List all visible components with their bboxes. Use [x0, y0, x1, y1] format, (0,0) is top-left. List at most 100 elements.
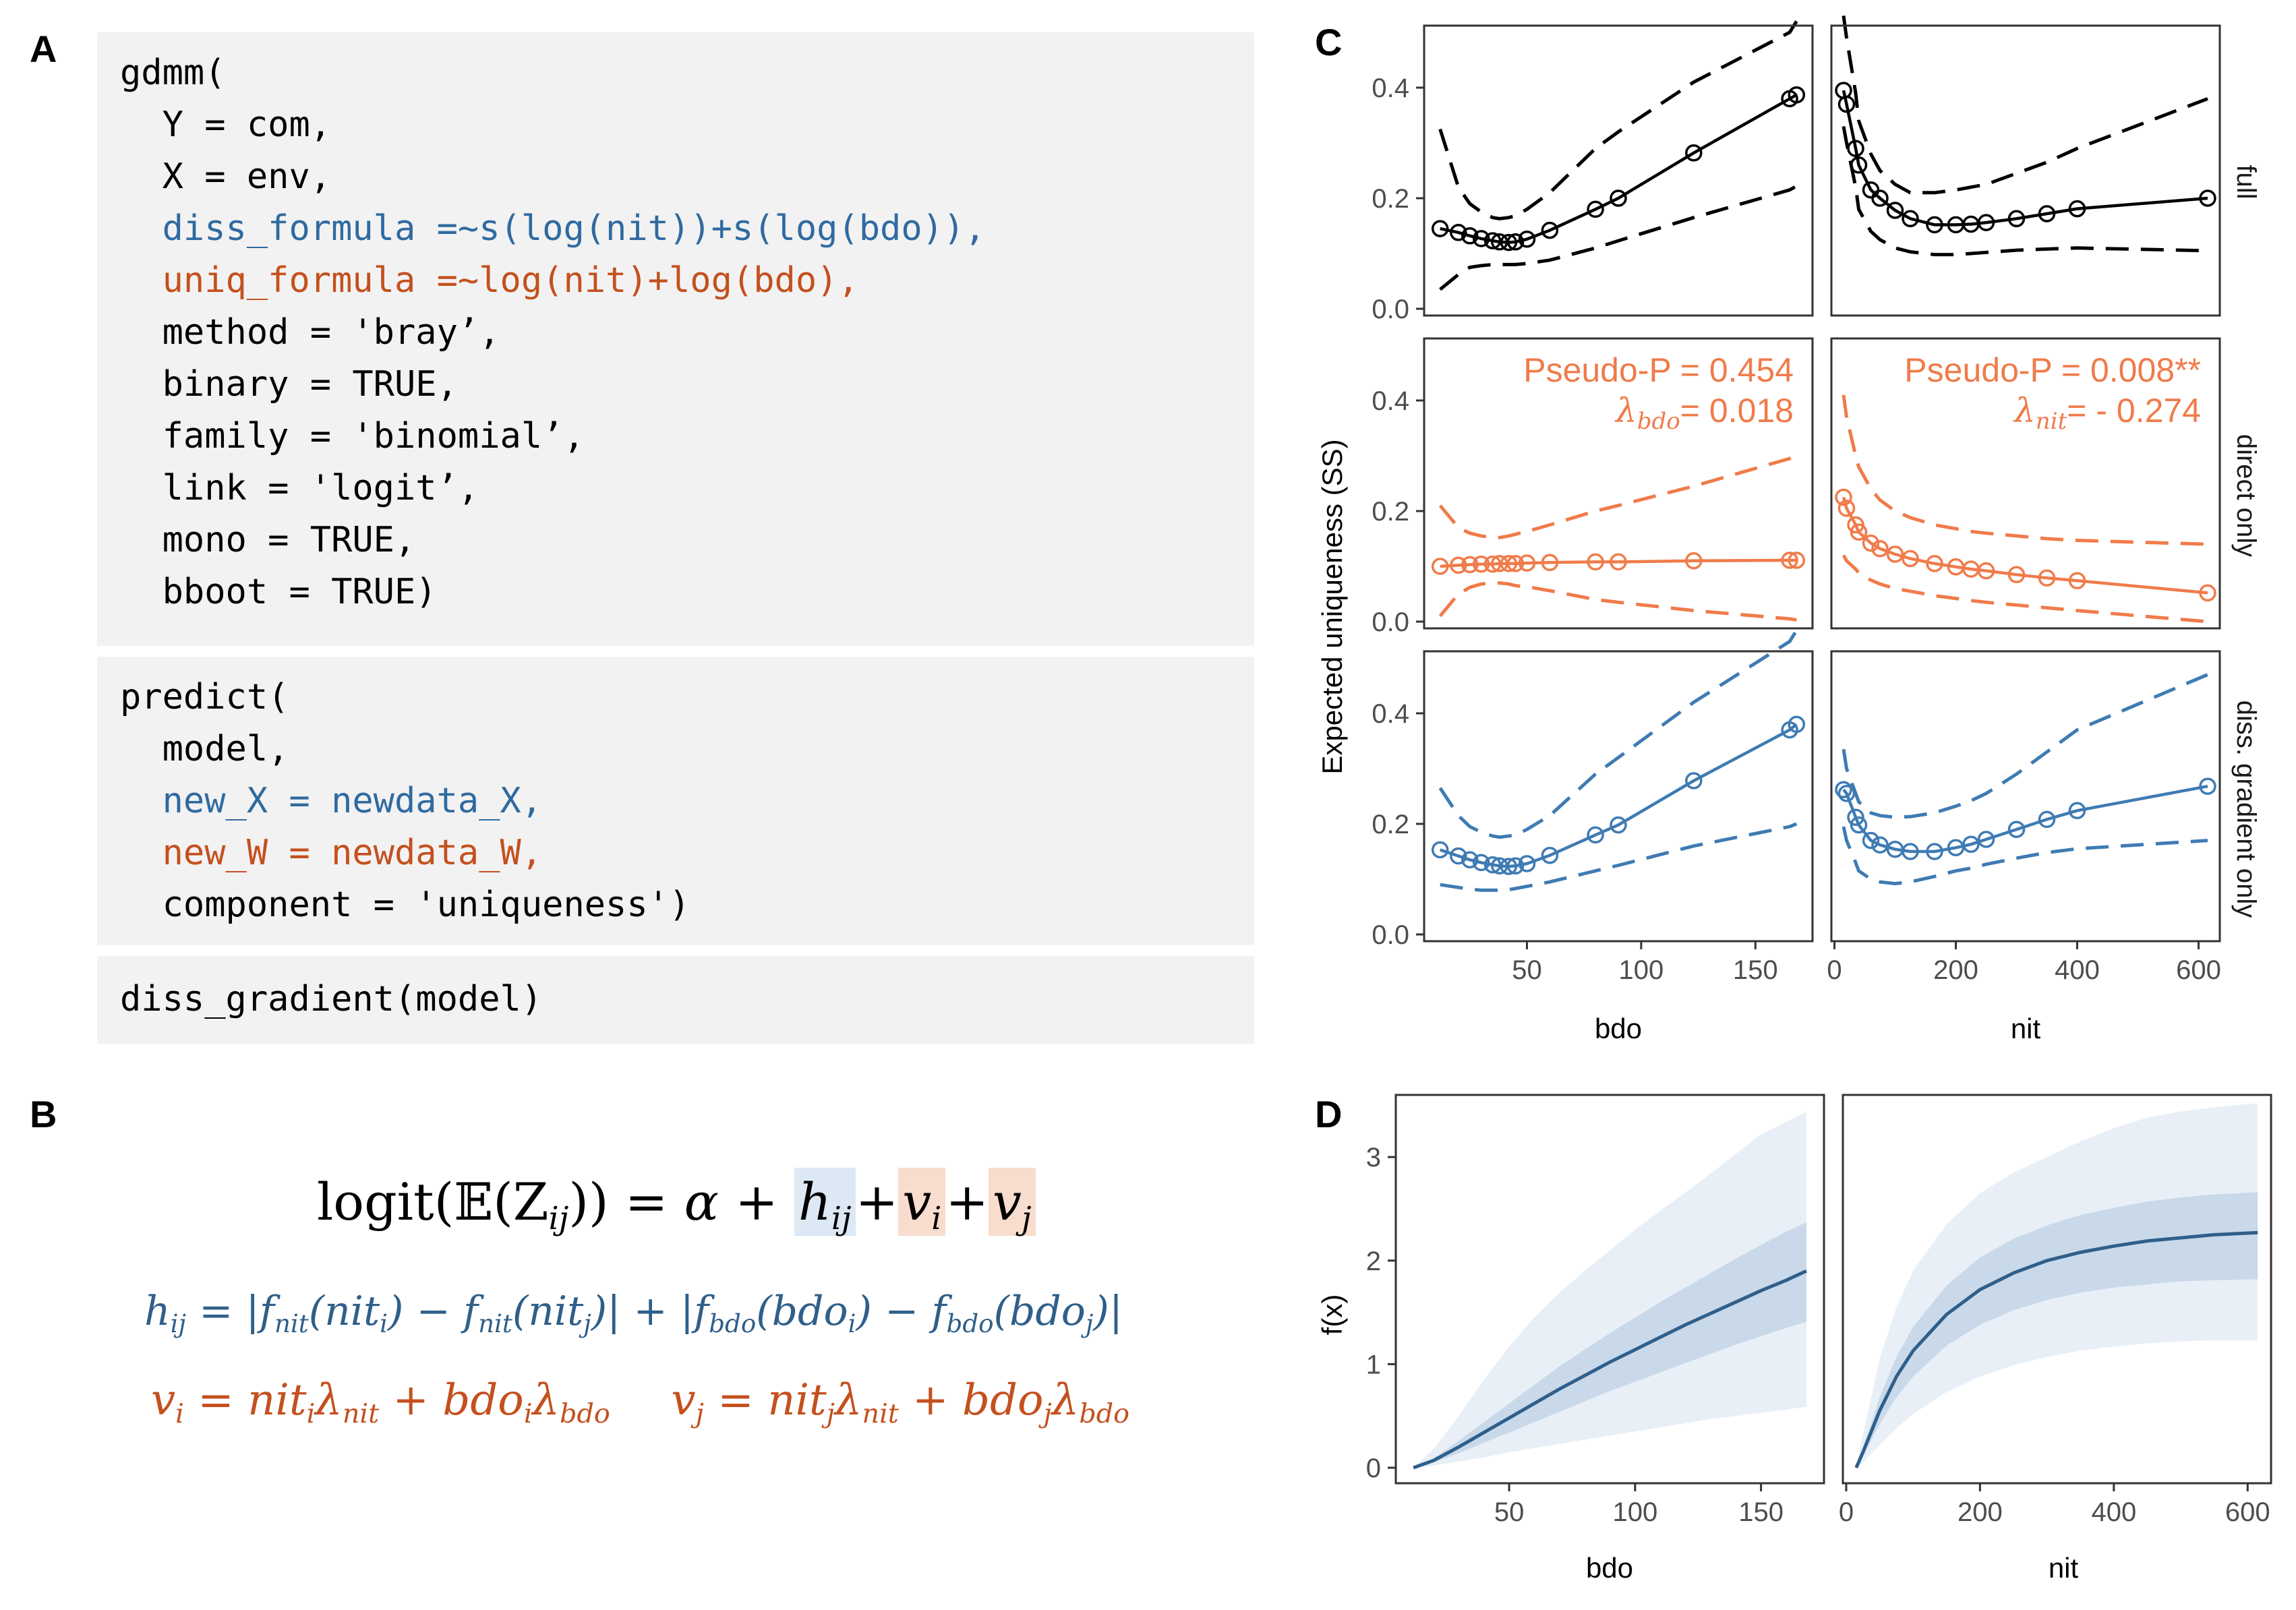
series-line	[1439, 723, 1798, 868]
data-point	[1871, 836, 1889, 854]
data-point	[1587, 200, 1604, 218]
panel-frame	[1830, 337, 2221, 630]
c-strip-gradient: diss. gradient only	[2231, 700, 2261, 918]
data-point	[1587, 553, 1604, 571]
chart-D-bdo: 0 1 2 3 50 100 150	[1366, 1094, 1825, 1527]
code-line: diss_formula =~s(log(nit))+s(log(bdo)),	[120, 208, 986, 249]
data-point	[1886, 202, 1904, 219]
data-point	[1871, 189, 1889, 207]
y-tick-label: 1	[1366, 1350, 1381, 1379]
x-tick-label: 100	[1619, 955, 1664, 985]
panel-letter-a: A	[30, 28, 57, 70]
panel-letter-c: C	[1315, 21, 1343, 63]
data-point	[2068, 572, 2086, 590]
x-tick-label: 150	[1738, 1497, 1784, 1527]
data-point	[1541, 554, 1559, 572]
code-line: predict(	[120, 677, 289, 717]
data-point	[1610, 189, 1627, 207]
data-point	[1685, 772, 1703, 789]
panel-frame	[1394, 1094, 1825, 1485]
inner-band	[1856, 1192, 2258, 1468]
data-point	[1461, 851, 1479, 869]
equation-h-ij: hij = |fnit(niti) − fnit(nitj)| + |fbdo(…	[144, 1288, 1123, 1339]
y-tick-label: 0.2	[1372, 810, 1409, 839]
series-line	[1842, 784, 2208, 854]
code-line: uniq_formula =~log(nit)+log(bdo),	[120, 260, 859, 301]
data-point	[1788, 715, 1806, 734]
code-block-diss-gradient: diss_gradient(model)	[97, 956, 1254, 1044]
x-tick-label: 150	[1733, 955, 1778, 985]
x-tick-label: 200	[1933, 955, 1978, 985]
data-point	[1886, 545, 1904, 563]
data-point	[1850, 156, 1868, 174]
d-xlabel-bdo: bdo	[1586, 1552, 1633, 1584]
ci-lower-line	[1438, 581, 1797, 622]
data-point	[1518, 855, 1536, 872]
x-tick-label: 100	[1612, 1497, 1657, 1527]
panel-frame	[1423, 650, 1814, 943]
code-block-gdmm: gdmm( Y = com, X = env, diss_formula =~s…	[97, 32, 1254, 646]
data-point	[1610, 816, 1627, 834]
ci-upper-line	[1438, 20, 1798, 220]
data-point	[1850, 816, 1868, 834]
data-point	[1506, 233, 1525, 251]
chart-C-direct-nit	[1830, 337, 2221, 630]
code-line: model,	[120, 729, 289, 769]
data-point	[1472, 230, 1490, 247]
data-point	[1431, 220, 1449, 237]
panel-letter-d: D	[1315, 1093, 1343, 1135]
data-point	[1847, 808, 1864, 826]
chart-C-gradient-bdo: 0.0 0.2 0.4 50 100 150	[1372, 629, 1814, 985]
x-tick-label: 400	[2091, 1497, 2136, 1527]
code-line: link = 'logit’,	[120, 468, 479, 508]
data-point	[1962, 835, 1980, 854]
y-tick-label: 0.2	[1372, 184, 1409, 214]
d-ylabel: f(x)	[1316, 1294, 1348, 1336]
data-point	[2007, 566, 2026, 584]
data-point	[1587, 826, 1604, 844]
annot-nit-p: Pseudo-P = 0.008**	[1904, 351, 2201, 389]
data-point	[1862, 831, 1880, 849]
data-point	[1483, 856, 1502, 874]
equation-logit: logit(𝔼(Zij)) = α + hij+vi+vj	[317, 1168, 1036, 1237]
data-point	[1450, 224, 1467, 241]
chart-C-gradient-nit: 0 200 400 600	[1827, 650, 2221, 985]
code-line: method = 'bray’,	[120, 312, 500, 353]
data-point	[1500, 555, 1518, 572]
data-point	[1781, 551, 1798, 569]
data-point	[2199, 584, 2216, 602]
data-point	[1500, 233, 1518, 251]
annot-nit-lambda: λnit= - 0.274	[2013, 391, 2201, 435]
data-point	[1902, 843, 1919, 860]
code-line: family = 'binomial’,	[120, 416, 585, 456]
data-point	[1431, 558, 1449, 575]
ci-upper-line	[1438, 629, 1798, 839]
x-tick-label: 600	[2225, 1497, 2270, 1527]
y-tick-label: 0.2	[1372, 497, 1409, 527]
x-tick-label: 600	[2176, 955, 2221, 985]
x-tick-label: 0	[1839, 1497, 1854, 1527]
c-ylabel: Expected uniqueness (SS)	[1316, 439, 1348, 774]
x-tick-label: 400	[2055, 955, 2100, 985]
data-point	[1500, 858, 1518, 875]
ci-lower-line	[1439, 184, 1798, 291]
data-point	[1506, 857, 1525, 875]
c-strip-full: full	[2231, 165, 2261, 199]
data-point	[1461, 227, 1479, 245]
y-tick-label: 0.0	[1372, 607, 1409, 637]
data-point	[1518, 230, 1536, 248]
data-point	[1835, 781, 1852, 798]
data-point	[1926, 555, 1943, 572]
data-point	[1461, 556, 1479, 574]
y-tick-label: 0.4	[1372, 699, 1409, 729]
y-tick-label: 0.4	[1372, 386, 1409, 416]
data-point	[1483, 555, 1502, 573]
ci-upper-line	[1842, 394, 2208, 546]
data-point	[1977, 831, 1995, 848]
data-point	[1483, 232, 1502, 249]
data-point	[1610, 553, 1627, 571]
ci-upper-line	[1842, 16, 2208, 195]
data-point	[1788, 86, 1806, 104]
code-line: mono = TRUE,	[120, 520, 416, 560]
